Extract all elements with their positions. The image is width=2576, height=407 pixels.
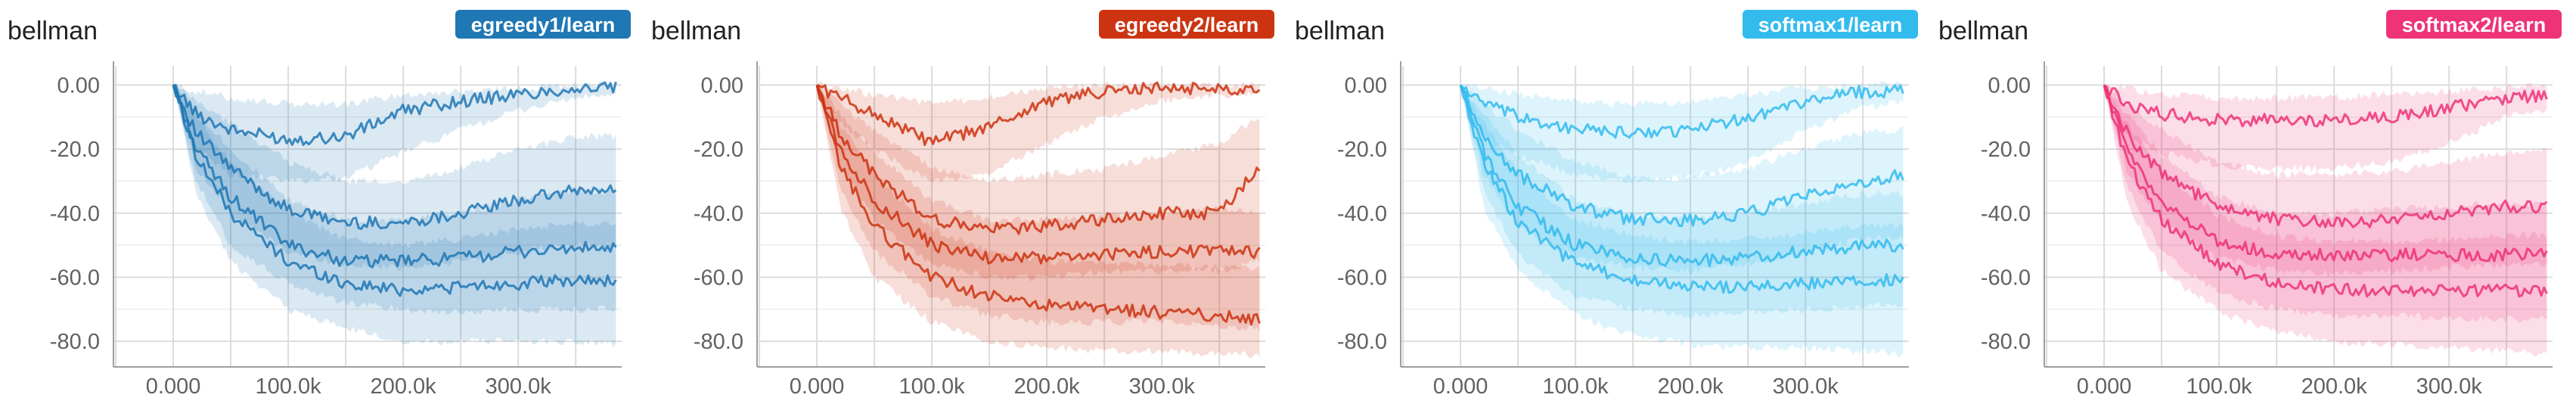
- series-line-2[interactable]: [1459, 84, 1904, 228]
- x-tick-label: 200.0k: [371, 374, 437, 399]
- chart-title: bellman: [1295, 17, 1385, 45]
- x-tick-label: 300.0k: [2416, 374, 2483, 399]
- series-line-2[interactable]: [172, 84, 617, 230]
- x-tick-label: 0.000: [2077, 374, 2132, 399]
- y-tick-label: -40.0: [50, 202, 100, 226]
- run-badge-label: egreedy2/learn: [1115, 14, 1259, 36]
- y-tick-label: -60.0: [1981, 266, 2031, 290]
- y-tick-label: -20.0: [50, 138, 100, 162]
- series-band-2: [2104, 85, 2547, 278]
- x-tick-label: 100.0k: [899, 374, 966, 399]
- chart-panel-4: bellman softmax2/learn 0.00 -20.0 -40.0 -60.0…: [1931, 0, 2574, 407]
- series-line-4[interactable]: [815, 84, 1261, 326]
- series-band-4: [1460, 85, 1904, 358]
- series-band-2: [173, 85, 616, 272]
- x-tick-label: 200.0k: [1014, 374, 1081, 399]
- chart-svg: bellman egreedy2/learn 0.00 -20.0 -40.0 -60.0…: [651, 10, 1274, 399]
- y-tick-label: -60.0: [1337, 266, 1387, 290]
- run-badge-label: softmax1/learn: [1758, 14, 1903, 36]
- chart-title: bellman: [651, 17, 741, 45]
- series-line-4[interactable]: [1459, 84, 1904, 294]
- y-tick-label: -80.0: [1981, 330, 2031, 354]
- series-band-1: [2104, 82, 2547, 172]
- series-line-3[interactable]: [172, 84, 617, 269]
- chart-svg: bellman egreedy1/learn 0.00 -20.0 -40.0 -60.0…: [8, 10, 631, 399]
- run-badge: [2386, 10, 2562, 39]
- x-tick-label: 0.000: [790, 374, 845, 399]
- series-band-4: [2104, 85, 2547, 357]
- y-tick-label: 0.00: [57, 73, 100, 98]
- series-line-1[interactable]: [1459, 84, 1904, 139]
- chart-title: bellman: [1938, 17, 2028, 45]
- y-tick-label: 0.00: [701, 73, 743, 98]
- series-line-2[interactable]: [815, 84, 1261, 235]
- y-tick-label: -80.0: [694, 330, 743, 354]
- y-tick-label: -60.0: [50, 266, 100, 290]
- series-line-3[interactable]: [2103, 84, 2548, 263]
- series-band-2: [817, 85, 1260, 281]
- series-line-3[interactable]: [815, 85, 1261, 265]
- x-tick-label: 200.0k: [1658, 374, 1724, 399]
- series-line-2[interactable]: [2103, 84, 2548, 228]
- y-tick-label: -40.0: [694, 202, 743, 226]
- y-tick-label: 0.00: [1345, 73, 1387, 98]
- run-badge: [455, 10, 631, 39]
- x-tick-label: 0.000: [146, 374, 201, 399]
- y-tick-label: -20.0: [694, 138, 743, 162]
- series-band-1: [173, 81, 616, 185]
- series-band-3: [1460, 85, 1904, 319]
- y-tick-label: -20.0: [1337, 138, 1387, 162]
- x-tick-label: 100.0k: [256, 374, 322, 399]
- series-band-4: [817, 85, 1260, 359]
- chart-panel-1: bellman egreedy1/learn 0.00 -20.0 -40.0 -60.0…: [0, 0, 644, 407]
- run-badge-label: egreedy1/learn: [471, 14, 616, 36]
- x-tick-label: 300.0k: [1129, 374, 1196, 399]
- series-band-1: [817, 81, 1260, 183]
- y-tick-label: -60.0: [694, 266, 743, 290]
- x-tick-label: 0.000: [1433, 374, 1488, 399]
- y-tick-label: 0.00: [1988, 73, 2031, 98]
- series-band-1: [1460, 81, 1904, 184]
- y-tick-label: -20.0: [1981, 138, 2031, 162]
- y-tick-label: -40.0: [1337, 202, 1387, 226]
- series-line-4[interactable]: [172, 85, 617, 297]
- x-tick-label: 300.0k: [486, 374, 552, 399]
- run-badge: [1743, 10, 1918, 39]
- series-line-1[interactable]: [816, 81, 1261, 146]
- chart-title: bellman: [8, 17, 98, 45]
- series-line-3[interactable]: [1459, 85, 1904, 268]
- x-tick-label: 100.0k: [2186, 374, 2253, 399]
- y-tick-label: -80.0: [1337, 330, 1387, 354]
- series-line-1[interactable]: [2103, 84, 2548, 128]
- chart-svg: bellman softmax1/learn 0.00 -20.0 -40.0 -60.0…: [1295, 10, 1918, 399]
- series-band-2: [1460, 85, 1904, 275]
- x-tick-label: 100.0k: [1543, 374, 1609, 399]
- series-line-1[interactable]: [172, 81, 617, 146]
- y-tick-label: -80.0: [50, 330, 100, 354]
- x-tick-label: 300.0k: [1773, 374, 1839, 399]
- series-line-4[interactable]: [2103, 85, 2548, 298]
- chart-panel-2: bellman egreedy2/learn 0.00 -20.0 -40.0 -60.0…: [644, 0, 1287, 407]
- chart-panel-3: bellman softmax1/learn 0.00 -20.0 -40.0 -60.0…: [1287, 0, 1931, 407]
- chart-svg: bellman softmax2/learn 0.00 -20.0 -40.0 -60.0…: [1938, 10, 2562, 399]
- x-tick-label: 200.0k: [2301, 374, 2368, 399]
- run-badge-label: softmax2/learn: [2402, 14, 2547, 36]
- run-badge: [1099, 10, 1274, 39]
- y-tick-label: -40.0: [1981, 202, 2031, 226]
